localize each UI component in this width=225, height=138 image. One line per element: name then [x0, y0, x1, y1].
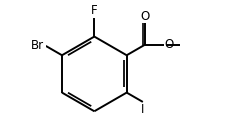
Text: Br: Br [31, 39, 44, 52]
Text: F: F [91, 4, 97, 17]
Text: I: I [141, 103, 144, 116]
Text: O: O [140, 10, 149, 23]
Text: O: O [164, 38, 173, 51]
